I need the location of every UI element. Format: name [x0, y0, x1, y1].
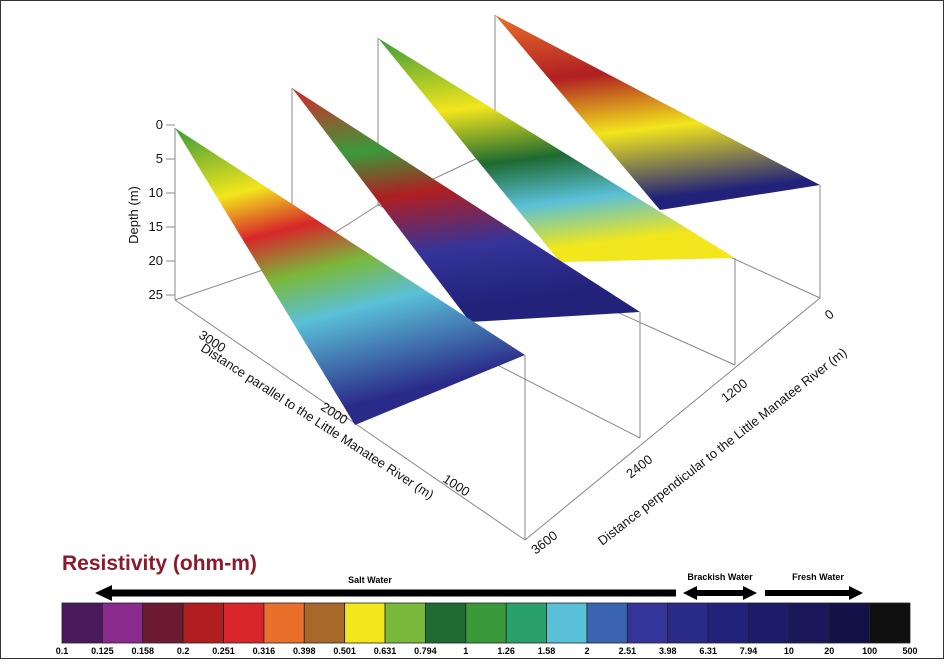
colorbar-label: 0.158: [131, 646, 154, 656]
color-swatch: [142, 602, 184, 644]
fence-panel: [292, 88, 640, 322]
parallel-tick-label: 1000: [440, 471, 472, 499]
colorbar-label: 1.58: [538, 646, 556, 656]
color-swatch: [828, 602, 871, 644]
colorbar-label: 2.51: [619, 646, 637, 656]
depth-tick-label: 20: [149, 253, 163, 268]
colorbar-label: 2: [584, 646, 589, 656]
color-swatch: [465, 602, 507, 644]
color-swatch: [223, 602, 265, 644]
fence-panel: [175, 128, 525, 425]
color-swatch: [707, 602, 749, 644]
color-swatch: [586, 602, 628, 644]
color-swatch: [505, 602, 547, 644]
zone-arrows: [95, 585, 863, 601]
perpendicular-tick-label: 0: [822, 306, 837, 322]
depth-tick-label: 0: [156, 117, 163, 132]
colorbar-label: 6.31: [699, 646, 717, 656]
colorbar-label: 1: [463, 646, 468, 656]
color-swatch: [667, 602, 709, 644]
perpendicular-tick-label: 1200: [718, 376, 750, 406]
fence-panel: [378, 38, 735, 262]
color-swatch: [182, 602, 224, 644]
zone-label: Salt Water: [348, 575, 392, 585]
color-swatch: [263, 602, 305, 644]
color-swatch: [384, 602, 426, 644]
colorbar-label: 0.398: [293, 646, 316, 656]
zone-label: Fresh Water: [792, 572, 844, 582]
colorbar-label: 0.2: [177, 646, 190, 656]
colorbar-label: 3.98: [659, 646, 677, 656]
depth-axis-label: Depth (m): [126, 186, 141, 244]
color-swatch: [61, 602, 103, 644]
color-swatch: [101, 602, 144, 644]
color-swatch: [303, 602, 346, 644]
colorbar-label: 100: [862, 646, 877, 656]
colorbar-label: 0.501: [333, 646, 356, 656]
color-swatch: [626, 602, 669, 644]
colorbar-label: 1.26: [497, 646, 515, 656]
color-swatch: [425, 602, 467, 644]
colorbar-label: 0.251: [212, 646, 235, 656]
colorbar-label: 0.125: [91, 646, 114, 656]
perpendicular-tick-label: 3600: [528, 528, 560, 558]
perpendicular-axis-label: Distance perpendicular to the Little Man…: [595, 345, 850, 549]
colorbar-label: 0.794: [414, 646, 437, 656]
color-swatch: [788, 602, 830, 644]
zone-label: Brackish Water: [687, 572, 753, 582]
depth-tick-label: 5: [156, 151, 163, 166]
color-swatch: [546, 602, 588, 644]
colorbar-label: 7.94: [740, 646, 758, 656]
legend-title: Resistivity (ohm-m): [62, 552, 257, 575]
colorbar-label: 0.631: [374, 646, 397, 656]
color-swatch: [748, 602, 790, 644]
colorbar-label: 500: [902, 646, 917, 656]
color-swatch: [869, 602, 911, 644]
colorbar-label: 0.1: [56, 646, 69, 656]
colorbar-label: 20: [824, 646, 834, 656]
depth-tick-label: 15: [149, 219, 163, 234]
depth-tick-label: 25: [149, 287, 163, 302]
colorbar-label: 0.316: [253, 646, 276, 656]
colorbar-label: 10: [784, 646, 794, 656]
depth-tick-label: 10: [149, 185, 163, 200]
fence-panel: [495, 15, 820, 210]
color-swatch: [344, 602, 386, 644]
